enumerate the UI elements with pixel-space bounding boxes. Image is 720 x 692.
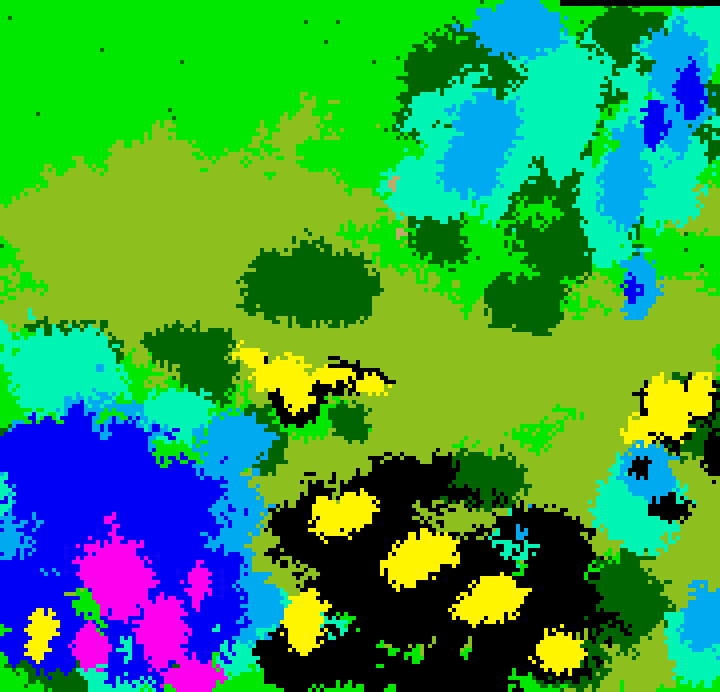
raster-map-viewport — [0, 0, 720, 692]
classified-raster-image — [0, 0, 720, 692]
